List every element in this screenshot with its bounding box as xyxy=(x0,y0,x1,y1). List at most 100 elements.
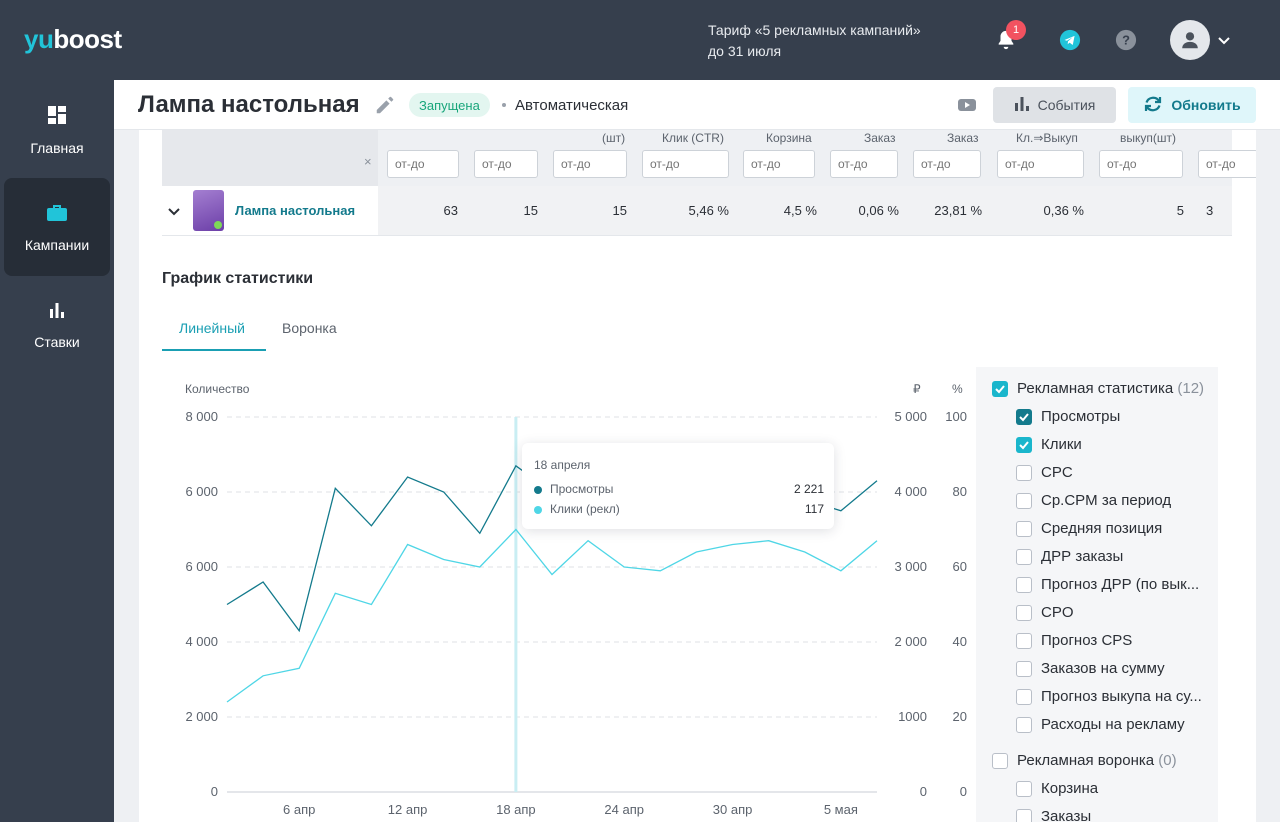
x-tick-label: 30 апр xyxy=(713,802,753,817)
legend-item-label[interactable]: Прогноз CPS xyxy=(1041,632,1133,649)
legend-item-checkbox[interactable] xyxy=(1016,689,1032,705)
tooltip-value: 2 221 xyxy=(793,482,824,496)
table-row[interactable]: Лампа настольная 63 15 15 5,46 % 4,5 % 0… xyxy=(162,186,1232,236)
legend-item-checkbox[interactable] xyxy=(1016,809,1032,822)
legend-item-checkbox[interactable] xyxy=(1016,577,1032,593)
y-axis-label: Количество xyxy=(185,382,250,396)
legend-item-label[interactable]: Заказы xyxy=(1041,808,1092,822)
filter-left-cell xyxy=(162,130,378,186)
filter-input[interactable] xyxy=(387,150,459,178)
y3-tick-label: 0 xyxy=(960,784,967,799)
x-tick-label: 18 апр xyxy=(496,802,536,817)
campaign-mode: Автоматическая xyxy=(515,97,629,114)
legend-item-checkbox[interactable] xyxy=(1016,409,1032,425)
filter-input[interactable] xyxy=(1099,150,1183,178)
filter-input[interactable] xyxy=(553,150,627,178)
y3-axis-label: % xyxy=(952,382,963,396)
filter-input[interactable] xyxy=(830,150,898,178)
table-cell: 15 xyxy=(523,203,538,218)
sidebar-item-home[interactable]: Главная xyxy=(4,81,110,179)
y3-tick-label: 40 xyxy=(953,634,967,649)
table-cell: 0,06 % xyxy=(858,203,899,218)
logo-prefix: yu xyxy=(24,24,54,54)
bar-chart-icon xyxy=(48,301,66,322)
legend-item-checkbox[interactable] xyxy=(1016,493,1032,509)
filter-input[interactable] xyxy=(743,150,815,178)
x-tick-label: 24 апр xyxy=(604,802,644,817)
column-header[interactable]: Корзина xyxy=(766,131,812,145)
legend-item-checkbox[interactable] xyxy=(1016,605,1032,621)
filter-input[interactable] xyxy=(913,150,981,178)
legend-group-label[interactable]: Рекламная воронка (0) xyxy=(1017,752,1177,769)
column-header[interactable]: Клик (CTR) xyxy=(662,131,724,145)
section-title: График статистики xyxy=(162,270,314,287)
column-header[interactable]: выкуп(шт) xyxy=(1120,131,1176,145)
legend-item-checkbox[interactable] xyxy=(1016,781,1032,797)
tooltip-row: Просмотры 2 221 xyxy=(534,482,824,498)
line-chart[interactable]: Количество ₽ % 8 000 5 000 100 6 000 4 000 80 6 0… xyxy=(162,362,972,822)
legend-item-checkbox[interactable] xyxy=(1016,437,1032,453)
briefcase-icon xyxy=(46,202,68,225)
tab-line[interactable]: Линейный xyxy=(179,320,245,336)
column-header[interactable]: Заказ xyxy=(947,131,979,145)
legend-item-checkbox[interactable] xyxy=(1016,465,1032,481)
legend-item-label[interactable]: Клики xyxy=(1041,436,1082,453)
legend-item-checkbox[interactable] xyxy=(1016,521,1032,537)
legend-item-label[interactable]: Прогноз ДРР (по вык... xyxy=(1041,576,1200,593)
legend-item-label[interactable]: Просмотры xyxy=(1041,408,1121,425)
table-cell: 3 xyxy=(1206,203,1214,218)
pencil-icon[interactable] xyxy=(374,94,396,121)
tab-funnel[interactable]: Воронка xyxy=(282,320,337,336)
column-header[interactable]: (шт) xyxy=(602,131,626,145)
legend-item-label[interactable]: Прогноз выкупа на су... xyxy=(1041,688,1202,705)
logo[interactable]: yuboost xyxy=(24,24,122,55)
sidebar-item-bids[interactable]: Ставки xyxy=(4,276,110,374)
video-icon[interactable] xyxy=(958,97,976,118)
x-tick-label: 5 мая xyxy=(824,802,858,817)
main-content: Лампа настольная Запущена Автоматическая… xyxy=(114,80,1280,822)
legend-item-label[interactable]: Ср.CPM за период xyxy=(1041,492,1172,509)
tooltip-label: Просмотры xyxy=(550,482,614,496)
legend-item-checkbox[interactable] xyxy=(1016,661,1032,677)
tooltip-label: Клики (рекл) xyxy=(550,502,620,516)
logo-suffix: boost xyxy=(53,24,122,54)
y2-tick-label: 3 000 xyxy=(894,559,927,574)
filter-input[interactable] xyxy=(997,150,1084,178)
legend-item-label[interactable]: CPC xyxy=(1041,464,1073,481)
legend-item-label[interactable]: Средняя позиция xyxy=(1041,520,1163,537)
product-thumbnail xyxy=(193,190,224,231)
legend-group-count: (12) xyxy=(1173,380,1205,397)
events-label: События xyxy=(1037,97,1096,113)
legend-item-label[interactable]: Расходы на рекламу xyxy=(1041,716,1185,733)
filter-input[interactable] xyxy=(474,150,538,178)
filter-input[interactable] xyxy=(642,150,729,178)
legend-group-checkbox[interactable] xyxy=(992,753,1008,769)
y-tick-label: 0 xyxy=(211,784,218,799)
clear-filters-icon[interactable]: × xyxy=(364,154,372,169)
column-header[interactable]: Кл.⇒Выкуп xyxy=(1016,131,1078,145)
help-icon[interactable]: ? xyxy=(1114,28,1138,52)
y-tick-label: 6 000 xyxy=(185,484,218,499)
bar-chart-icon xyxy=(1014,96,1030,115)
campaign-panel: × (шт) Клик (CTR) Корзина Заказ Заказ Кл… xyxy=(139,130,1256,822)
refresh-button[interactable]: Обновить xyxy=(1128,87,1256,123)
avatar[interactable] xyxy=(1170,20,1210,60)
legend-item-label[interactable]: CPO xyxy=(1041,604,1074,621)
telegram-icon[interactable] xyxy=(1058,28,1082,52)
legend-group-label[interactable]: Рекламная статистика (12) xyxy=(1017,380,1205,397)
legend-item-label[interactable]: Заказов на сумму xyxy=(1041,660,1165,677)
legend-item-checkbox[interactable] xyxy=(1016,717,1032,733)
legend-group-checkbox[interactable] xyxy=(992,381,1008,397)
legend-item-checkbox[interactable] xyxy=(1016,549,1032,565)
sidebar-item-campaigns[interactable]: Кампании xyxy=(4,178,110,276)
column-header[interactable]: Заказ xyxy=(864,131,896,145)
legend-item-checkbox[interactable] xyxy=(1016,633,1032,649)
product-link[interactable]: Лампа настольная xyxy=(235,203,356,218)
legend-item-label[interactable]: ДРР заказы xyxy=(1041,548,1124,565)
chevron-down-icon[interactable] xyxy=(1216,32,1232,53)
chevron-down-icon[interactable] xyxy=(166,203,182,224)
legend-item-label[interactable]: Корзина xyxy=(1041,780,1099,797)
filter-input[interactable] xyxy=(1198,150,1256,178)
events-button[interactable]: События xyxy=(993,87,1116,123)
x-tick-label: 12 апр xyxy=(388,802,428,817)
